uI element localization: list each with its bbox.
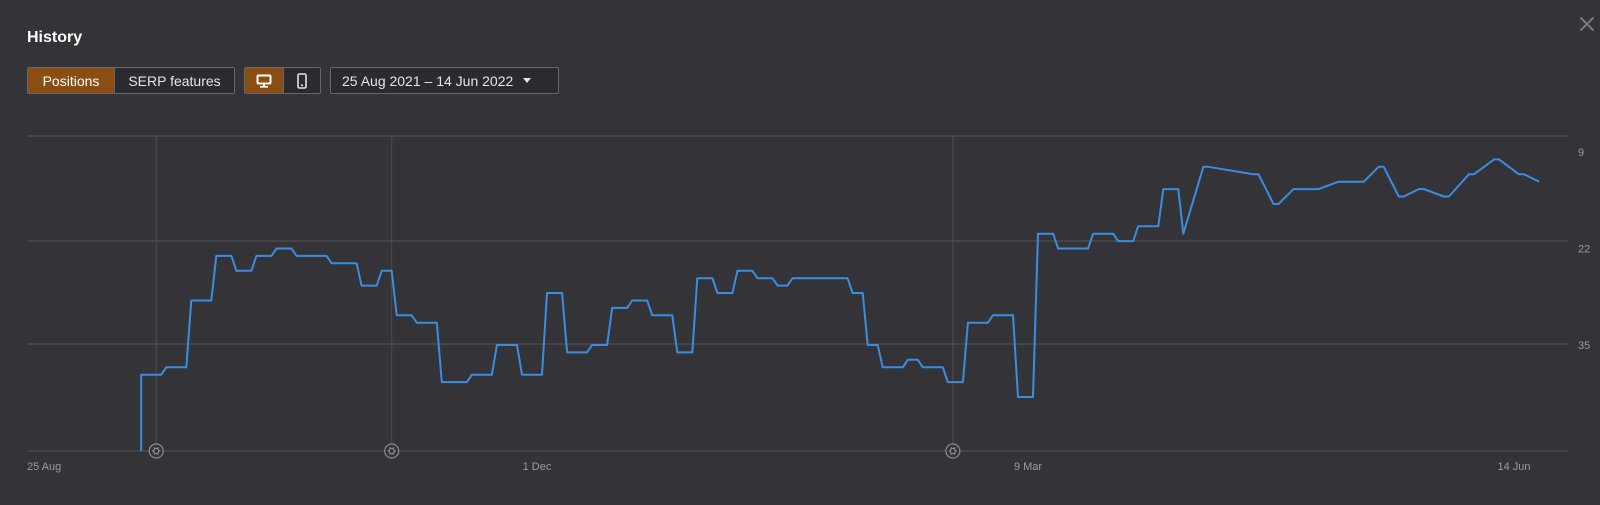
y-tick-label: 9 <box>1578 147 1584 159</box>
annotation-marker-tooth <box>392 447 395 449</box>
date-range-select[interactable]: 25 Aug 2021 – 14 Jun 2022 <box>330 67 559 94</box>
mobile-button[interactable] <box>282 68 320 93</box>
device-toggle <box>244 67 321 94</box>
desktop-button[interactable] <box>245 68 283 93</box>
annotation-marker-tooth <box>953 453 956 455</box>
annotation-marker-icon[interactable] <box>148 443 164 459</box>
view-type-toggle: Positions SERP features <box>27 67 235 94</box>
date-range-label: 25 Aug 2021 – 14 Jun 2022 <box>342 72 514 89</box>
annotation-marker-hub <box>152 447 160 455</box>
annotation-marker-tooth <box>153 453 156 455</box>
annotation-marker-tooth <box>953 447 956 449</box>
annotation-marker-tooth <box>153 447 156 449</box>
annotation-marker-hub <box>388 447 395 455</box>
mobile-icon <box>296 72 307 89</box>
x-tick-label: 9 Mar <box>1014 461 1042 473</box>
annotation-marker-hub <box>949 447 957 455</box>
x-tick-label: 1 Dec <box>523 461 552 473</box>
annotation-marker-tooth <box>950 447 953 449</box>
panel-title: History <box>27 29 83 46</box>
annotation-marker-icon[interactable] <box>384 443 400 459</box>
y-tick-label: 22 <box>1578 244 1590 256</box>
tab-serp-features[interactable]: SERP features <box>114 68 234 93</box>
annotation-marker-tooth <box>950 453 953 455</box>
tab-positions[interactable]: Positions <box>28 68 114 93</box>
annotation-marker-tooth <box>389 447 391 449</box>
x-tick-label: 25 Aug <box>27 461 61 473</box>
annotation-marker-icon[interactable] <box>945 443 961 459</box>
y-tick-label: 35 <box>1578 340 1590 352</box>
series-line-0 <box>140 158 1540 451</box>
x-tick-label: 14 Jun <box>1497 461 1530 473</box>
annotation-marker-tooth <box>389 453 391 455</box>
annotation-marker-ring <box>148 443 164 459</box>
annotation-marker-tooth <box>157 447 159 449</box>
desktop-icon <box>256 74 272 88</box>
chevron-down-icon <box>523 78 532 83</box>
close-button[interactable] <box>1578 15 1596 33</box>
position-history-chart: 9 22 35 25 Aug 1 Dec 9 Mar 14 Jun <box>27 135 1590 473</box>
annotation-marker-ring <box>384 443 400 459</box>
close-icon <box>1580 17 1594 31</box>
annotation-marker-tooth <box>392 453 395 455</box>
annotation-marker-ring <box>945 443 961 459</box>
annotation-marker-tooth <box>157 453 159 455</box>
